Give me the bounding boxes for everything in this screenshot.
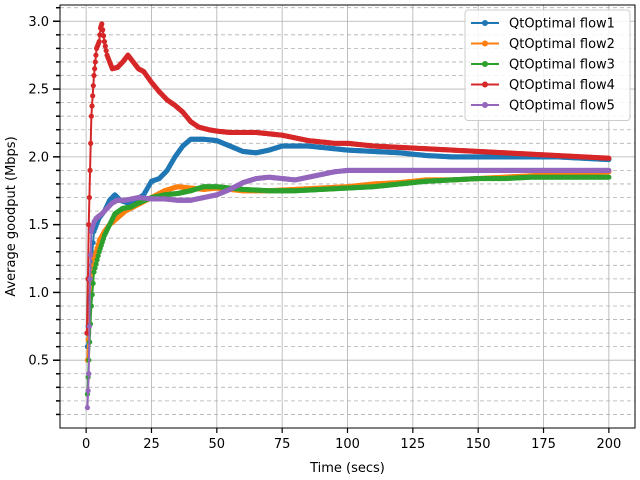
y-axis-label: Average goodput (Mbps) bbox=[4, 136, 19, 296]
series-point bbox=[94, 257, 100, 263]
series-point bbox=[103, 48, 109, 54]
axis-ticks bbox=[53, 6, 610, 433]
series-4 bbox=[84, 21, 612, 336]
series-point bbox=[88, 113, 94, 119]
legend-item: QtOptimal flow4 bbox=[471, 78, 615, 93]
legend-swatch-marker bbox=[482, 40, 488, 47]
series-point bbox=[92, 59, 98, 65]
data-series bbox=[84, 21, 612, 411]
x-tick-label: 200 bbox=[596, 437, 621, 452]
y-tick-label: 2.0 bbox=[28, 150, 49, 165]
y-tick-label: 3.0 bbox=[28, 15, 49, 30]
series-point bbox=[92, 66, 98, 72]
legend-box bbox=[464, 9, 631, 121]
series-point bbox=[85, 388, 91, 394]
series-point bbox=[606, 167, 612, 173]
series-3 bbox=[84, 174, 612, 397]
series-point bbox=[87, 167, 93, 173]
legend-label: QtOptimal flow3 bbox=[509, 58, 615, 73]
x-tick-label: 175 bbox=[531, 437, 556, 452]
y-tick-label: 1.0 bbox=[28, 286, 49, 301]
series-point bbox=[606, 174, 612, 180]
series-point bbox=[96, 39, 102, 45]
legend: QtOptimal flow1 QtOptimal flow2 QtOptimal … bbox=[464, 9, 631, 121]
legend-item: QtOptimal flow2 bbox=[471, 37, 615, 52]
y-tick-label: 0.5 bbox=[28, 354, 49, 369]
series-point bbox=[606, 155, 612, 161]
series-point bbox=[87, 276, 93, 282]
series-point bbox=[90, 280, 96, 286]
y-tick-label: 1.5 bbox=[28, 218, 49, 233]
series-point bbox=[101, 39, 108, 45]
series-5 bbox=[84, 167, 612, 411]
tick-labels: 0.5 1.0 1.5 2.0 2.5 3.0 0 25 50 75 100 125 150 175 200 bbox=[28, 15, 621, 452]
x-tick-label: 75 bbox=[274, 437, 291, 452]
series-point bbox=[92, 265, 98, 271]
series-point bbox=[86, 194, 92, 201]
legend-label: QtOptimal flow2 bbox=[509, 37, 615, 52]
x-tick-label: 25 bbox=[143, 437, 160, 452]
series-point bbox=[90, 83, 96, 89]
series-point bbox=[88, 140, 94, 146]
series-point bbox=[95, 253, 101, 259]
legend-swatch-marker bbox=[482, 61, 488, 67]
x-axis-label: Time (secs) bbox=[309, 461, 385, 476]
legend-label: QtOptimal flow5 bbox=[509, 99, 615, 114]
legend-label: QtOptimal flow4 bbox=[509, 78, 615, 93]
series-point bbox=[86, 222, 92, 228]
series-point bbox=[90, 93, 96, 99]
series-point bbox=[86, 371, 92, 377]
series-point bbox=[93, 52, 99, 58]
series-line bbox=[86, 176, 609, 395]
legend-swatch-marker bbox=[482, 20, 488, 26]
legend-item: QtOptimal flow5 bbox=[471, 99, 615, 114]
x-tick-label: 0 bbox=[82, 437, 90, 452]
series-point bbox=[100, 27, 106, 33]
series-point bbox=[88, 252, 94, 258]
legend-label: QtOptimal flow1 bbox=[509, 17, 615, 32]
x-tick-label: 125 bbox=[400, 437, 425, 452]
series-point bbox=[84, 405, 91, 411]
x-tick-label: 150 bbox=[466, 437, 491, 452]
y-tick-label: 2.5 bbox=[28, 83, 49, 98]
series-point bbox=[93, 261, 99, 267]
series-point bbox=[102, 43, 108, 49]
series-point bbox=[84, 330, 90, 336]
series-point bbox=[100, 33, 107, 39]
series-point bbox=[91, 72, 97, 79]
series-point bbox=[86, 323, 92, 329]
series-point bbox=[89, 292, 95, 298]
series-1 bbox=[84, 136, 612, 350]
legend-item: QtOptimal flow3 bbox=[471, 58, 615, 73]
series-point bbox=[99, 21, 105, 27]
series-line bbox=[86, 169, 609, 408]
series-point bbox=[89, 103, 95, 109]
legend-swatch-marker bbox=[482, 81, 488, 88]
legend-item: QtOptimal flow1 bbox=[471, 17, 615, 32]
series-point bbox=[91, 269, 97, 275]
legend-swatch-marker bbox=[482, 102, 488, 108]
x-tick-label: 50 bbox=[209, 437, 226, 452]
x-tick-label: 100 bbox=[335, 437, 360, 452]
